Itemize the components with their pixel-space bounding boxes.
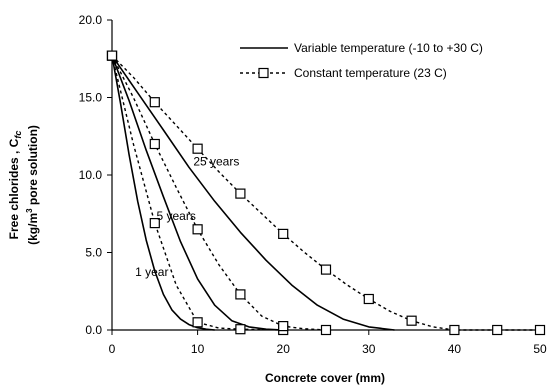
x-axis-title: Concrete cover (mm) (265, 371, 385, 385)
point-marker-5-years (320, 324, 332, 336)
point-marker-25-years (106, 50, 118, 61)
x-tick-label: 40 (448, 342, 462, 356)
x-tick-label: 30 (362, 342, 376, 356)
point-marker-25-years (192, 143, 203, 154)
x-tick-label: 20 (277, 342, 291, 356)
y-tick-label: 15.0 (79, 91, 103, 105)
series-line-5-years-constant (111, 55, 327, 331)
legend-marker-constant (258, 67, 269, 79)
annotation-5-years: 5 years (157, 209, 196, 223)
legend-label-constant: Constant temperature (23 C) (294, 66, 447, 80)
y-axis-units-open: (kg/m (26, 213, 40, 245)
point-marker-5-years (149, 138, 160, 150)
annotation-25-years: 25 years (193, 155, 239, 169)
series-line-5-years-variable (111, 55, 284, 331)
legend: Variable temperature (-10 to +30 C) Cons… (240, 41, 483, 80)
annotation-1-year: 1 year (135, 265, 168, 279)
y-axis-title-main: Free chlorides , C (7, 138, 21, 239)
y-tick-label: 0.0 (85, 323, 102, 337)
y-tick-label: 20.0 (79, 13, 103, 27)
point-marker-5-years (278, 321, 289, 332)
axis-titles: Concrete cover (mm) Free chlorides , Cfc… (7, 125, 385, 385)
point-marker-1-year (235, 324, 246, 335)
point-marker-1-year (149, 218, 160, 229)
point-marker-25-years (534, 324, 546, 336)
axes: 0 10 20 30 40 50 0.0 5.0 10.0 15.0 20.0 (79, 13, 547, 356)
series-line-25-years-constant (111, 55, 540, 331)
y-tick-label: 10.0 (79, 168, 103, 182)
point-marker-5-years (192, 224, 203, 235)
point-marker-1-year (192, 317, 203, 328)
y-axis-title-units: (kg/m3 pore solution) (25, 125, 40, 245)
point-marker-25-years (363, 293, 374, 305)
x-tick-label: 0 (109, 342, 116, 356)
point-marker-25-years (235, 188, 246, 199)
y-tick-label: 5.0 (85, 246, 102, 260)
point-marker-25-years (406, 315, 417, 326)
x-tick-label: 10 (191, 342, 205, 356)
point-marker-25-years (449, 324, 460, 336)
point-marker-25-years (492, 324, 503, 336)
annotation-layer: 25 years 5 years 1 year (135, 155, 239, 279)
series-line-1-year-variable (111, 55, 215, 331)
y-axis-units-rest: pore solution) (26, 125, 40, 208)
y-axis-title: Free chlorides , Cfc (7, 131, 23, 240)
y-axis-units-superscript: 3 (25, 208, 34, 213)
y-axis-title-subscript: fc (13, 131, 23, 139)
x-tick-label: 50 (533, 342, 547, 356)
point-marker-25-years (278, 228, 289, 239)
point-marker-25-years (320, 264, 332, 275)
series-layer (106, 50, 546, 336)
legend-label-variable: Variable temperature (-10 to +30 C) (294, 41, 483, 55)
point-marker-25-years (149, 97, 160, 108)
series-line-25-years-variable (111, 55, 395, 331)
series-line-1-year-constant (111, 55, 284, 331)
point-marker-5-years (235, 289, 246, 300)
